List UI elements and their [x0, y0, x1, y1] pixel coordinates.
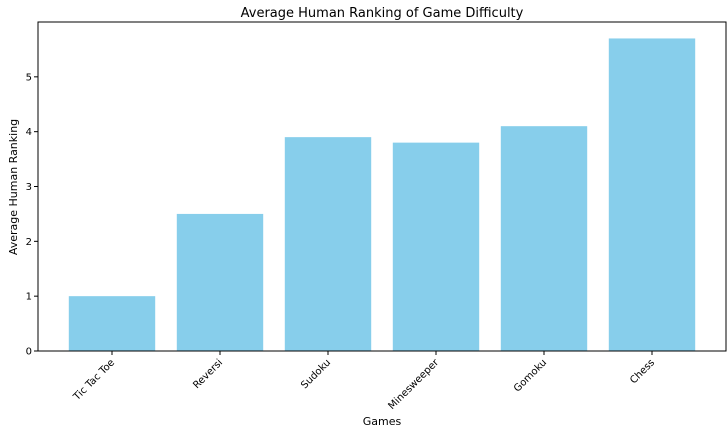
y-tick-label: 0	[26, 347, 32, 358]
bars-group	[68, 38, 696, 351]
x-tick-label: Reversi	[191, 357, 225, 391]
plot-frame	[37, 21, 727, 352]
x-tick-label: Tic Tac Toe	[71, 357, 117, 403]
y-tick-label: 4	[26, 127, 32, 138]
y-axis-label: Average Human Ranking	[7, 119, 20, 255]
y-tick-label: 3	[26, 182, 32, 193]
bar-sudoku	[284, 137, 372, 351]
y-axis: 0 1 2 3 4 5	[26, 72, 38, 358]
x-axis: Tic Tac Toe Reversi Sudoku Minesweeper Gomok…	[71, 351, 657, 412]
bar-minesweeper	[392, 142, 480, 351]
bar-tic-tac-toe	[68, 296, 156, 351]
y-tick-label: 5	[26, 72, 32, 83]
x-tick-label: Gomoku	[512, 357, 549, 394]
x-axis-label: Games	[363, 415, 402, 427]
y-tick-label: 1	[26, 292, 32, 303]
bar-reversi	[176, 213, 264, 351]
x-tick-label: Sudoku	[299, 357, 333, 391]
bar-chess	[608, 38, 696, 351]
chart-title: Average Human Ranking of Game Difficulty	[241, 6, 524, 21]
bar-gomoku	[500, 126, 588, 351]
x-tick-label: Chess	[628, 357, 657, 386]
y-tick-label: 2	[26, 237, 32, 248]
x-tick-label: Minesweeper	[387, 357, 442, 412]
